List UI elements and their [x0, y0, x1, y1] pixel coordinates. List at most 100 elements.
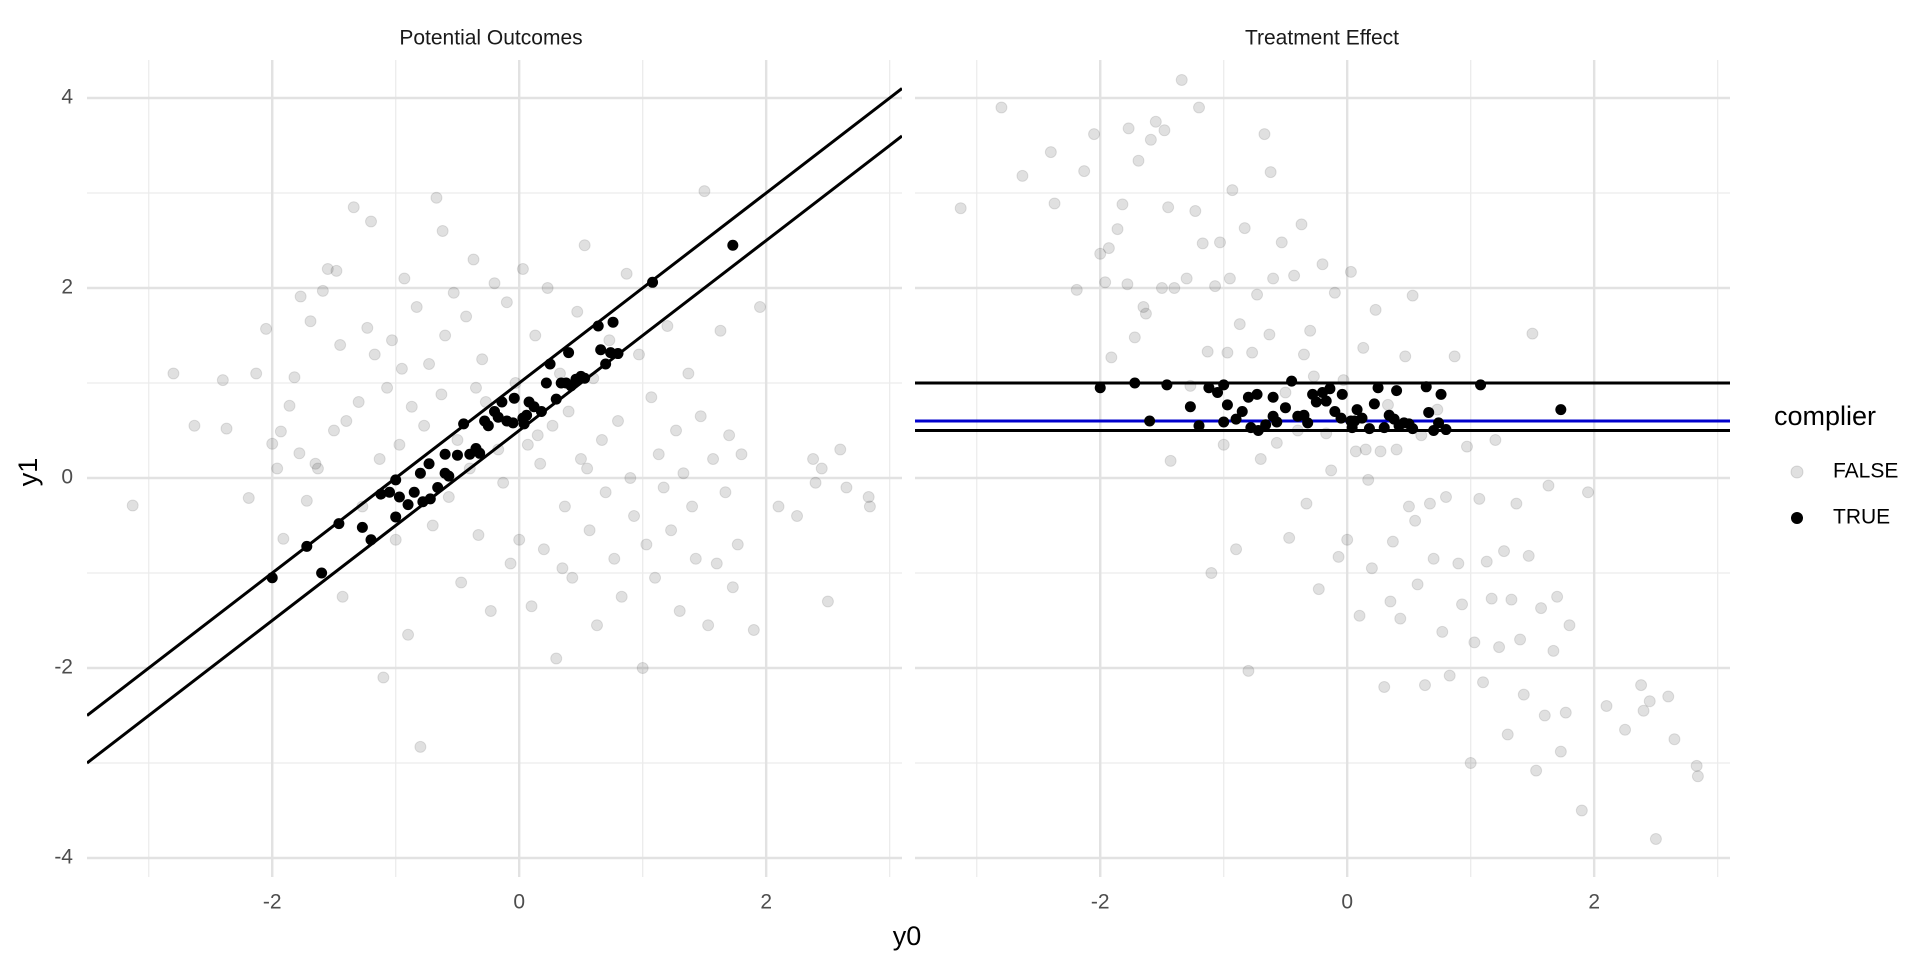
point-true [540, 377, 552, 389]
point-false [1105, 351, 1118, 364]
point-true [424, 493, 436, 505]
point-true [1335, 412, 1347, 424]
point-false [365, 215, 378, 228]
point-false [497, 476, 510, 489]
point-true [1252, 425, 1264, 436]
point-false [1102, 242, 1115, 255]
point-false [1402, 500, 1415, 513]
point-false [336, 590, 349, 603]
point-false [1505, 593, 1518, 606]
point-false [439, 329, 452, 342]
point-false [726, 581, 739, 594]
point-false [1297, 348, 1310, 361]
point-true [423, 458, 435, 470]
x-tick-label: -2 [263, 891, 282, 914]
point-false [405, 400, 418, 413]
point-false [809, 476, 822, 489]
point-false [1517, 688, 1530, 701]
point-true [1203, 382, 1215, 394]
point-true [1230, 413, 1242, 425]
point-false [516, 263, 529, 275]
point-false [381, 381, 394, 394]
point-true [1267, 391, 1279, 403]
point-false [220, 422, 233, 435]
point-false [1559, 706, 1572, 719]
point-false [294, 290, 307, 303]
point-false [1122, 122, 1135, 135]
point-true [592, 320, 604, 332]
point-false [410, 301, 423, 313]
point-false [599, 486, 612, 499]
point-true [375, 488, 387, 500]
point-false [611, 415, 624, 427]
point-false [640, 538, 653, 551]
y-tick-label: 4 [61, 86, 73, 109]
point-false [747, 624, 760, 636]
point-false [1530, 764, 1543, 777]
point-false [1547, 644, 1560, 657]
point-false [698, 185, 711, 198]
point-true [1218, 379, 1230, 391]
point-false [1205, 567, 1218, 579]
point-false [1341, 533, 1354, 546]
point-false [723, 429, 736, 442]
point-false [673, 605, 686, 617]
point-false [1384, 595, 1397, 608]
point-true [595, 344, 607, 356]
point-true [1391, 385, 1403, 397]
point-false [1193, 101, 1206, 114]
x-tick-label: 0 [513, 891, 525, 914]
point-false [1044, 146, 1057, 159]
point-false [402, 628, 415, 641]
point-false [731, 538, 744, 551]
point-false [309, 457, 322, 470]
point-false [1386, 535, 1399, 548]
point-true [1440, 424, 1452, 436]
point-true [612, 348, 624, 360]
point-false [488, 277, 501, 290]
point-false [1116, 198, 1129, 211]
point-false [283, 399, 296, 412]
point-false [395, 362, 408, 375]
point-false [436, 225, 449, 237]
point-true [1310, 396, 1322, 408]
point-false [167, 367, 180, 380]
point-true [1161, 379, 1173, 391]
point-false [1214, 236, 1227, 249]
point-false [293, 447, 306, 460]
point-false [694, 410, 707, 423]
point-false [1394, 612, 1407, 625]
x-axis-title: y0 [893, 921, 922, 951]
point-false [807, 453, 820, 465]
point-false [1575, 804, 1588, 817]
point-true [535, 406, 547, 417]
point-false [1668, 733, 1681, 746]
point-false [1464, 757, 1477, 769]
point-false [1189, 205, 1202, 218]
point-false [1251, 288, 1264, 301]
point-true [1363, 423, 1375, 435]
point-false [553, 367, 566, 380]
legend-key-false [1790, 465, 1804, 479]
point-false [1180, 272, 1193, 285]
point-true [1129, 377, 1141, 389]
point-false [126, 499, 139, 512]
point-false [624, 472, 637, 484]
point-false [649, 571, 662, 584]
point-false [1270, 436, 1283, 449]
point-false [636, 662, 649, 674]
point-false [1418, 679, 1431, 692]
point-false [266, 437, 279, 450]
point-true [458, 418, 470, 430]
point-false [242, 491, 255, 504]
point-false [304, 315, 317, 328]
point-false [954, 202, 967, 215]
point-false [1164, 454, 1177, 467]
point-false [327, 424, 340, 437]
point-false [1332, 550, 1345, 563]
point-false [1468, 636, 1481, 649]
point-false [447, 286, 460, 299]
point-true [1193, 420, 1205, 432]
point-false [1088, 128, 1101, 141]
point-false [562, 405, 575, 418]
